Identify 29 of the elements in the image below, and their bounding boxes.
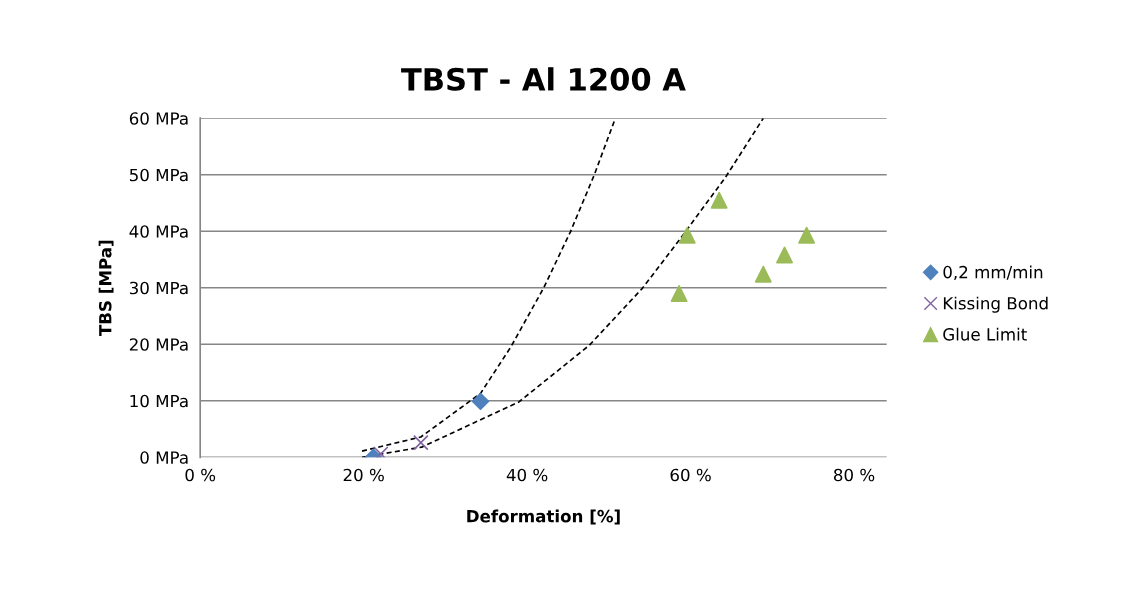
x-axis-title: Deformation [%] <box>467 509 620 525</box>
point <box>373 446 389 458</box>
x-tick-label: 80 % <box>833 468 875 482</box>
x-tick-label: 40 % <box>506 468 548 482</box>
y-tick-label: 0 MPa <box>140 451 188 464</box>
y-axis-title: TBS [MPa] <box>98 240 114 337</box>
point <box>413 434 429 451</box>
point <box>670 284 688 302</box>
line-series <box>361 118 617 452</box>
point <box>776 246 794 264</box>
point <box>678 226 696 244</box>
x-tick-label: 0 % <box>185 468 216 482</box>
chart-title: TBST - Al 1200 A <box>401 67 686 91</box>
legend-label: Glue Limit <box>943 327 1027 341</box>
x-tick-label: 20 % <box>343 468 384 482</box>
legend-label: Kissing Bond <box>943 296 1048 313</box>
point <box>471 392 490 411</box>
line-series <box>361 118 765 458</box>
y-tick-label: 10 MPa <box>130 394 188 408</box>
point <box>710 191 728 209</box>
y-tick-label: 50 MPa <box>129 168 188 182</box>
x-tick-label: 60 % <box>670 468 711 482</box>
point <box>798 226 816 244</box>
point <box>754 265 772 283</box>
y-tick-label: 40 MPa <box>129 225 188 238</box>
y-tick-label: 60 MPa <box>129 112 188 125</box>
y-tick-label: 20 MPa <box>129 338 188 351</box>
y-tick-label: 30 MPa <box>129 281 188 295</box>
legend-label: 0,2 mm/min <box>943 265 1043 281</box>
